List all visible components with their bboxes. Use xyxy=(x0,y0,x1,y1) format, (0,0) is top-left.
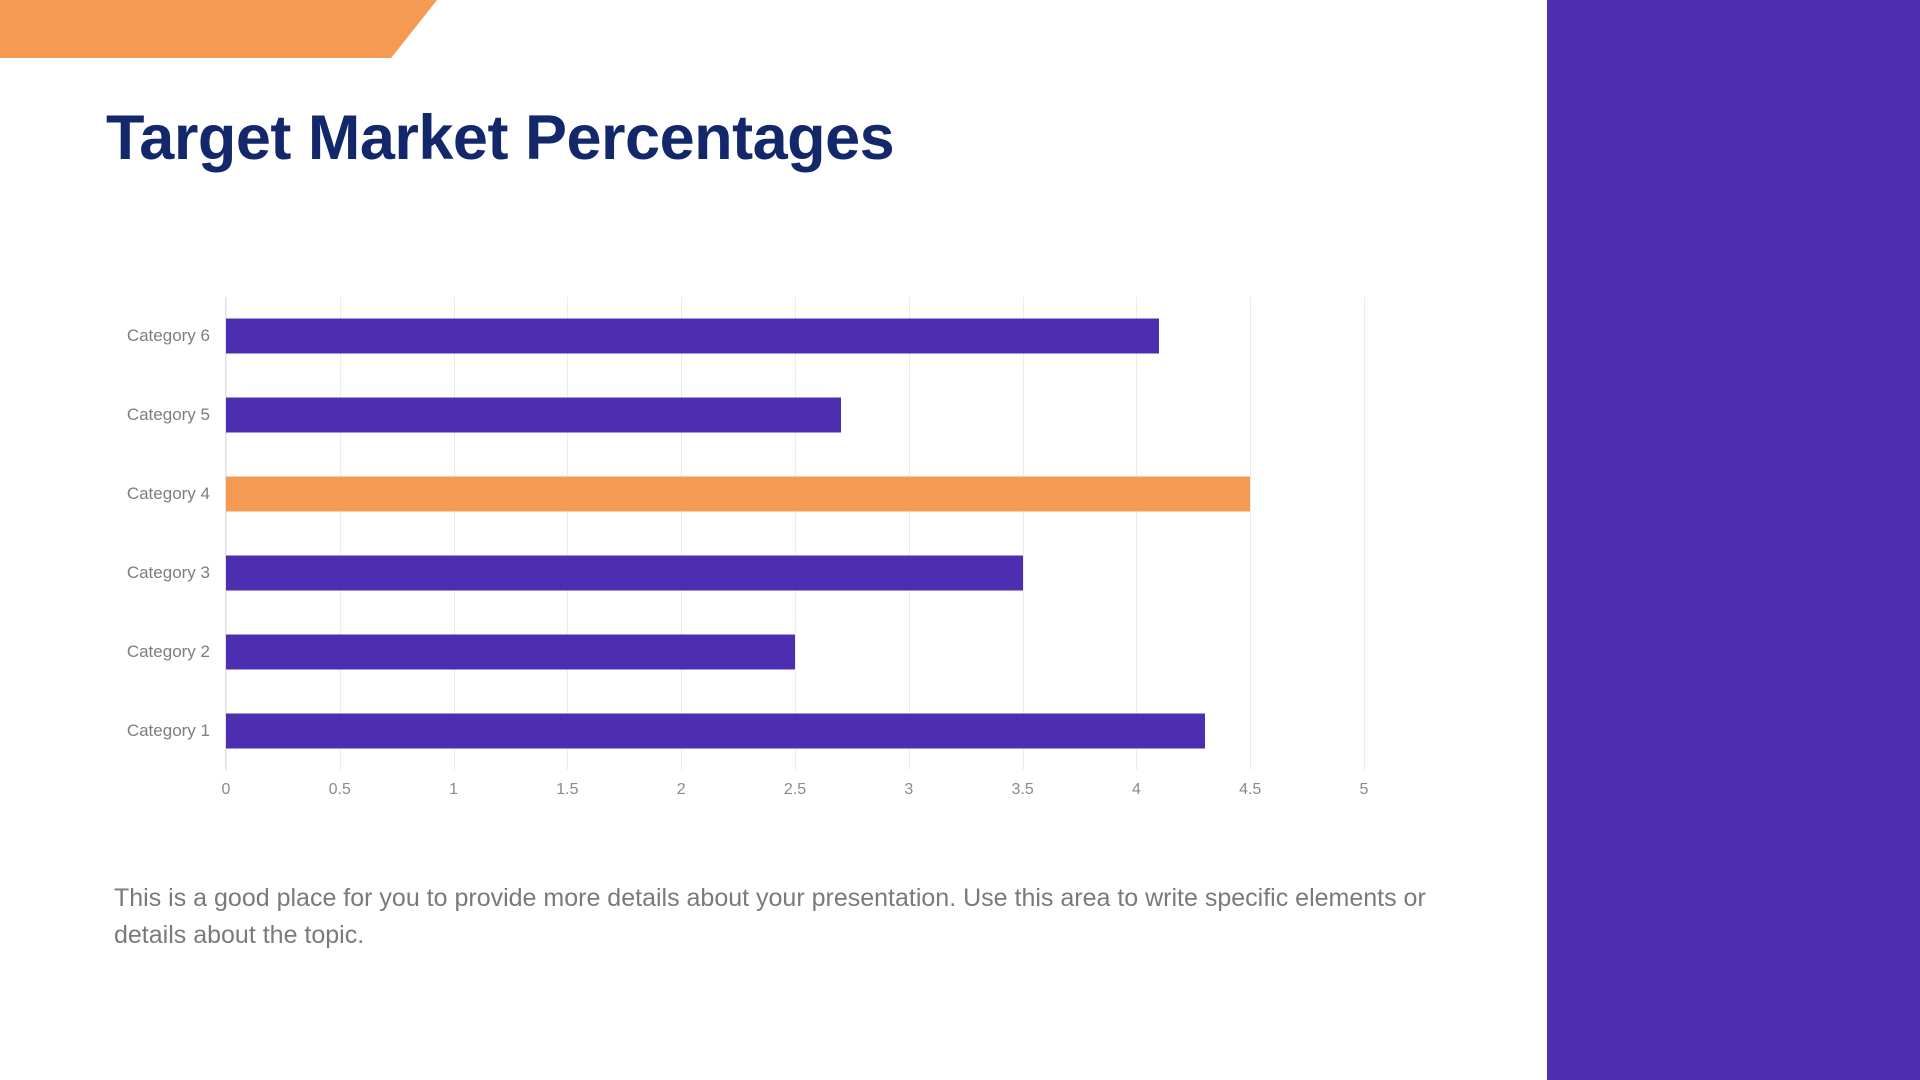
x-gridline xyxy=(1364,297,1365,770)
body-paragraph: This is a good place for you to provide … xyxy=(114,884,1426,949)
chart-inner: 0 0.5 1 1.5 2 2.5 3 3.5 4 4.5 5 Category 6 Category… xyxy=(106,290,1396,820)
x-gridline xyxy=(226,297,227,770)
x-tick-label: 4.5 xyxy=(1239,781,1262,798)
x-gridline xyxy=(1136,297,1138,770)
category-label: Category 5 xyxy=(126,405,210,425)
x-tick-label: 3 xyxy=(904,781,914,798)
x-gridline xyxy=(908,297,910,770)
category-label: Category 6 xyxy=(126,326,210,346)
x-gridline xyxy=(795,297,796,770)
page-title: Target Market Percentages xyxy=(106,103,895,173)
x-tick-label: 1.5 xyxy=(556,781,579,798)
x-tick-label: 0 xyxy=(221,781,231,798)
x-tick-label: 4 xyxy=(1131,781,1141,798)
chart-bar xyxy=(226,555,1023,591)
chart-bar xyxy=(226,713,1205,749)
x-gridline xyxy=(453,297,455,770)
x-gridline xyxy=(339,297,341,770)
header-ribbon xyxy=(0,0,437,58)
x-gridline xyxy=(1022,297,1024,770)
chart-bar xyxy=(226,397,841,433)
chart-bar xyxy=(226,318,1160,354)
chart-plot-area: 0 0.5 1 1.5 2 2.5 3 3.5 4 4.5 5 xyxy=(222,297,1368,798)
x-tick-label: 1 xyxy=(449,781,459,798)
bar-chart: 0 0.5 1 1.5 2 2.5 3 3.5 4 4.5 5 Category 6 Category… xyxy=(106,290,1396,820)
x-tick-label: 0.5 xyxy=(328,781,351,798)
x-tick-label: 2 xyxy=(676,781,686,798)
x-tick-label: 2.5 xyxy=(783,781,807,798)
x-gridline xyxy=(1250,297,1252,770)
right-accent-panel xyxy=(1547,0,1920,1080)
x-tick-label: 3.5 xyxy=(1011,781,1034,798)
category-label: Category 2 xyxy=(126,641,210,661)
category-label: Category 3 xyxy=(126,562,210,582)
category-label: Category 4 xyxy=(126,484,210,504)
chart-bar xyxy=(226,634,795,670)
category-label: Category 1 xyxy=(126,720,210,740)
x-tick-label: 5 xyxy=(1359,781,1369,798)
chart-bar xyxy=(226,476,1251,512)
x-gridline xyxy=(567,297,569,770)
x-gridline xyxy=(681,297,683,770)
